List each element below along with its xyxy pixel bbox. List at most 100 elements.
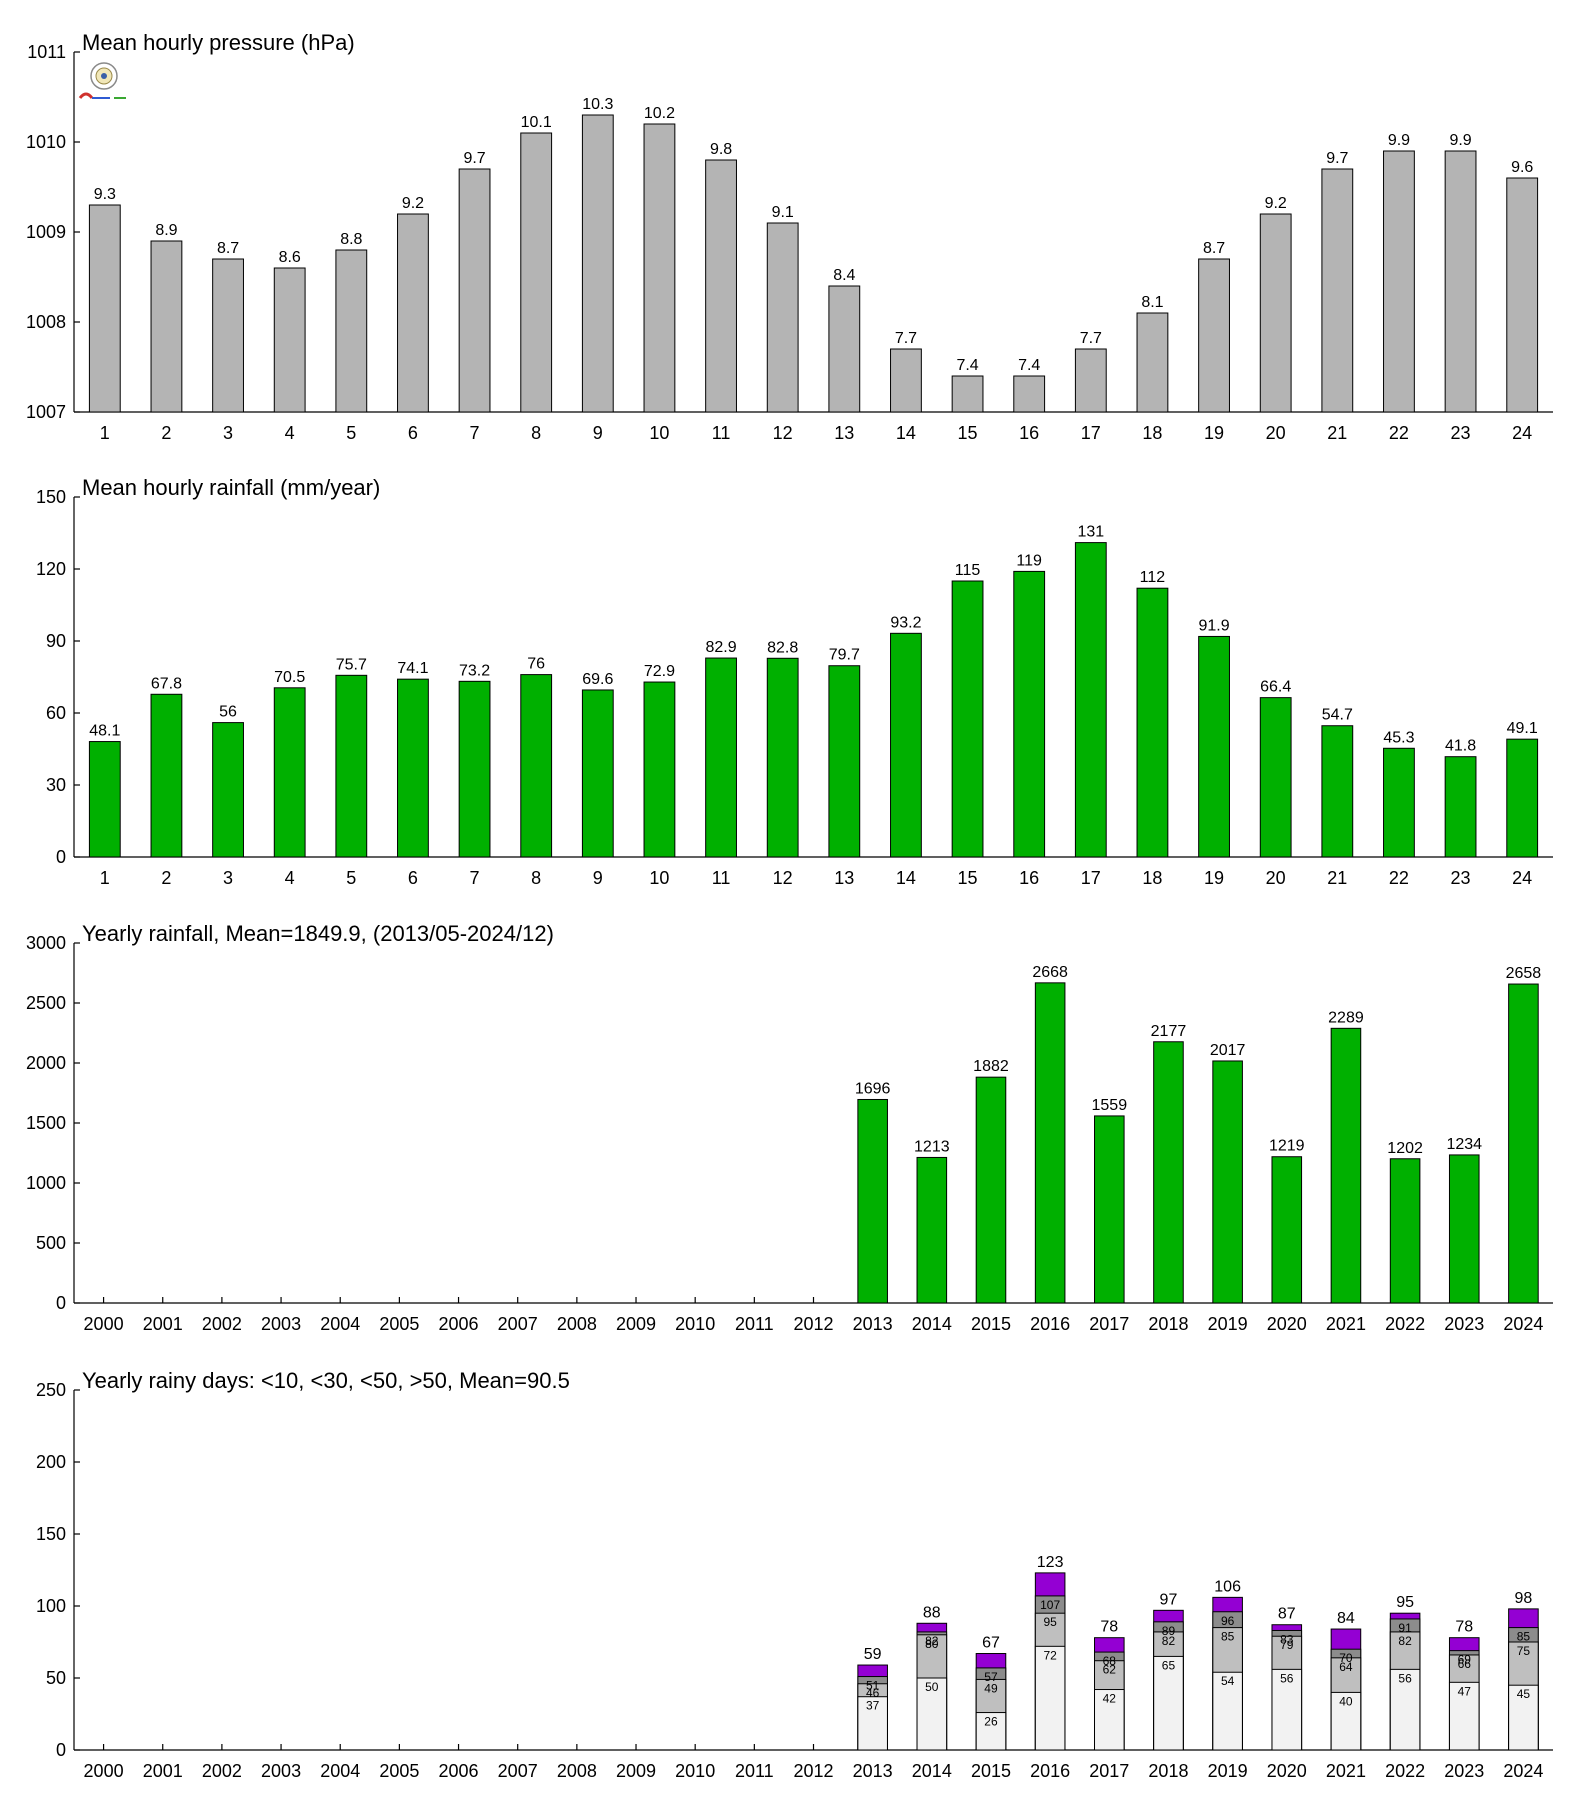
bar (581, 689, 614, 858)
bar (397, 213, 429, 413)
y-tick-label: 3000 (26, 933, 66, 953)
bar (458, 168, 491, 413)
bar (1094, 1115, 1125, 1304)
bar (1013, 375, 1046, 413)
x-tick-label: 15 (958, 423, 978, 443)
bar (88, 204, 121, 413)
stacked-bar-segment (1330, 1691, 1362, 1751)
bar-total-label: 59 (864, 1646, 882, 1663)
segment-value-label: 64 (1339, 1660, 1353, 1674)
x-tick-label: 2022 (1385, 1314, 1425, 1334)
stacked-bar-segment (1448, 1681, 1480, 1751)
bar (1013, 570, 1046, 858)
y-tick-label: 250 (36, 1380, 66, 1400)
bar (1259, 697, 1292, 858)
bar-value-label: 9.2 (402, 195, 424, 212)
bar-total-label: 106 (1214, 1578, 1241, 1595)
x-tick-label: 7 (470, 423, 480, 443)
x-tick-label: 10 (649, 868, 669, 888)
bar-value-label: 82.9 (705, 639, 736, 656)
segment-value-label: 85 (1221, 1630, 1235, 1644)
x-tick-label: 2012 (793, 1314, 833, 1334)
bar-value-label: 2668 (1032, 964, 1068, 981)
bar (335, 249, 368, 413)
bar-value-label: 1213 (914, 1138, 950, 1155)
bar-value-label: 9.9 (1449, 132, 1471, 149)
bar (212, 722, 244, 858)
y-tick-label: 30 (46, 775, 66, 795)
segment-value-label: 66 (1458, 1657, 1472, 1671)
x-tick-label: 11 (712, 423, 731, 443)
bar-value-label: 10.3 (582, 96, 613, 113)
segment-value-label: 89 (1162, 1624, 1176, 1638)
bar (766, 222, 799, 413)
x-tick-label: 2006 (439, 1314, 479, 1334)
x-tick-label: 13 (834, 868, 854, 888)
bar (88, 741, 121, 858)
bar-value-label: 9.8 (710, 141, 732, 158)
x-tick-label: 1 (100, 423, 110, 443)
bar-value-label: 54.7 (1322, 707, 1353, 724)
bar-value-label: 7.7 (895, 330, 917, 347)
bar (150, 240, 183, 413)
x-tick-label: 6 (408, 868, 418, 888)
x-tick-label: 2011 (735, 1314, 774, 1334)
x-tick-label: 2007 (498, 1314, 538, 1334)
x-tick-label: 17 (1081, 423, 1101, 443)
bar (1074, 348, 1107, 413)
bar-value-label: 119 (1016, 552, 1042, 569)
x-tick-label: 2004 (320, 1761, 360, 1781)
bar (458, 680, 491, 858)
bar (1383, 747, 1415, 858)
y-tick-label: 0 (56, 1293, 66, 1313)
chart-title: Yearly rainfall, Mean=1849.9, (2013/05-2… (82, 921, 554, 946)
bar (1136, 312, 1169, 413)
x-tick-label: 2 (161, 423, 171, 443)
bar-value-label: 8.7 (217, 240, 239, 257)
bar-total-label: 98 (1515, 1590, 1533, 1607)
x-tick-label: 2005 (379, 1314, 419, 1334)
x-tick-label: 2006 (439, 1761, 479, 1781)
x-tick-label: 2008 (557, 1761, 597, 1781)
bar-value-label: 48.1 (89, 723, 120, 740)
bar-value-label: 73.2 (459, 662, 490, 679)
bar-value-label: 10.2 (644, 105, 675, 122)
bar-total-label: 84 (1337, 1610, 1355, 1627)
bar (335, 674, 368, 858)
bar (1508, 983, 1539, 1304)
x-tick-label: 21 (1327, 868, 1347, 888)
x-tick-label: 6 (408, 423, 418, 443)
y-tick-label: 90 (46, 631, 66, 651)
y-tick-label: 120 (36, 559, 66, 579)
x-tick-label: 13 (834, 423, 854, 443)
bar-value-label: 8.4 (833, 267, 855, 284)
x-tick-label: 2015 (971, 1314, 1011, 1334)
x-tick-label: 5 (346, 868, 356, 888)
bar (1383, 150, 1415, 413)
bar-value-label: 112 (1140, 569, 1166, 586)
segment-value-label: 62 (1103, 1663, 1117, 1677)
bar-value-label: 74.1 (397, 660, 428, 677)
stacked-bar-segment (1212, 1671, 1243, 1751)
bar (828, 665, 861, 858)
bar-value-label: 1696 (855, 1080, 891, 1097)
segment-value-label: 56 (1280, 1671, 1294, 1685)
y-tick-label: 1011 (27, 42, 66, 62)
bar-total-label: 97 (1160, 1591, 1178, 1608)
x-tick-label: 11 (712, 868, 731, 888)
bar-value-label: 72.9 (644, 663, 675, 680)
bar-value-label: 1559 (1092, 1097, 1128, 1114)
x-tick-label: 22 (1389, 868, 1409, 888)
x-tick-label: 2021 (1326, 1314, 1366, 1334)
segment-value-label: 96 (1221, 1614, 1235, 1628)
stacked-bar-segment (975, 1712, 1007, 1751)
x-tick-label: 12 (773, 868, 793, 888)
bar (1074, 542, 1107, 858)
segment-value-label: 40 (1339, 1694, 1353, 1708)
x-tick-label: 18 (1142, 423, 1162, 443)
stacked-bar-segment (1271, 1668, 1303, 1751)
bar-value-label: 91.9 (1198, 617, 1229, 634)
segment-value-label: 80 (925, 1637, 939, 1651)
bar (520, 674, 553, 858)
bar-value-label: 69.6 (582, 671, 613, 688)
